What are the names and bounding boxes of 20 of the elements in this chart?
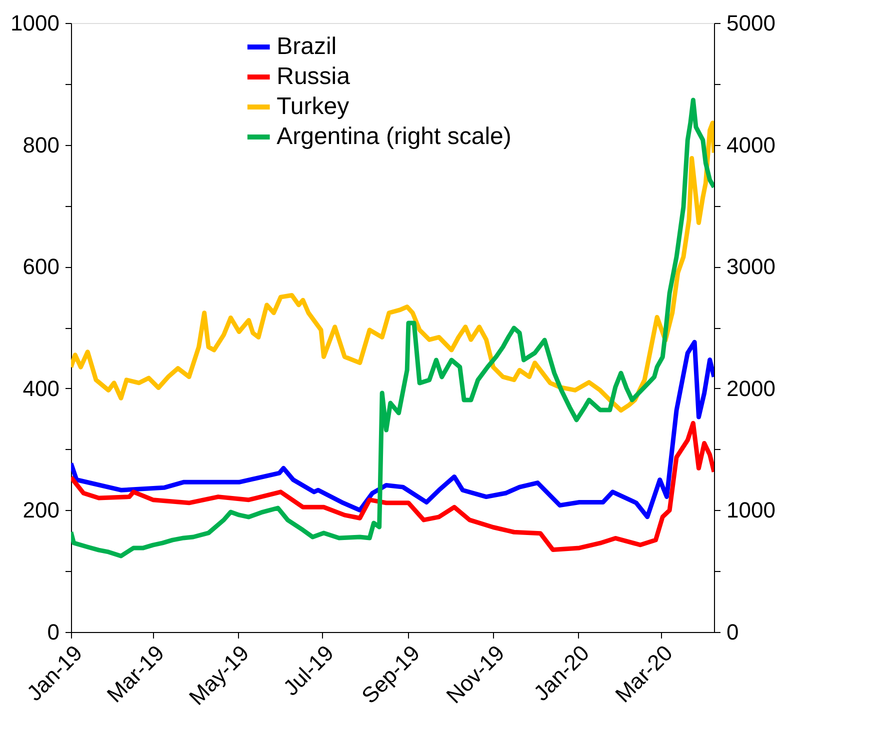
y2-tick-label: 4000 <box>726 132 776 158</box>
y2-tick-label: 0 <box>726 620 739 644</box>
y-tick-label: 1000 <box>10 10 60 36</box>
legend-label: Argentina (right scale) <box>276 123 512 150</box>
legend-label: Brazil <box>276 33 337 60</box>
line-series <box>71 420 714 552</box>
y2-tick-label: 5000 <box>726 10 776 36</box>
y-tick-label: 600 <box>22 254 60 280</box>
y2-tick-label: 2000 <box>726 376 776 401</box>
y-tick-label: 400 <box>22 376 60 401</box>
y2-tick-label: 1000 <box>726 498 776 523</box>
legend-label: Russia <box>276 63 351 90</box>
y-tick-label: 800 <box>22 132 60 158</box>
line-series <box>71 120 714 413</box>
y-tick-label: 0 <box>47 620 60 644</box>
y2-tick-label: 3000 <box>726 254 776 280</box>
legend-label: Turkey <box>276 93 350 120</box>
line-series <box>71 340 714 520</box>
y-tick-label: 200 <box>22 498 60 523</box>
line-series <box>71 98 714 558</box>
